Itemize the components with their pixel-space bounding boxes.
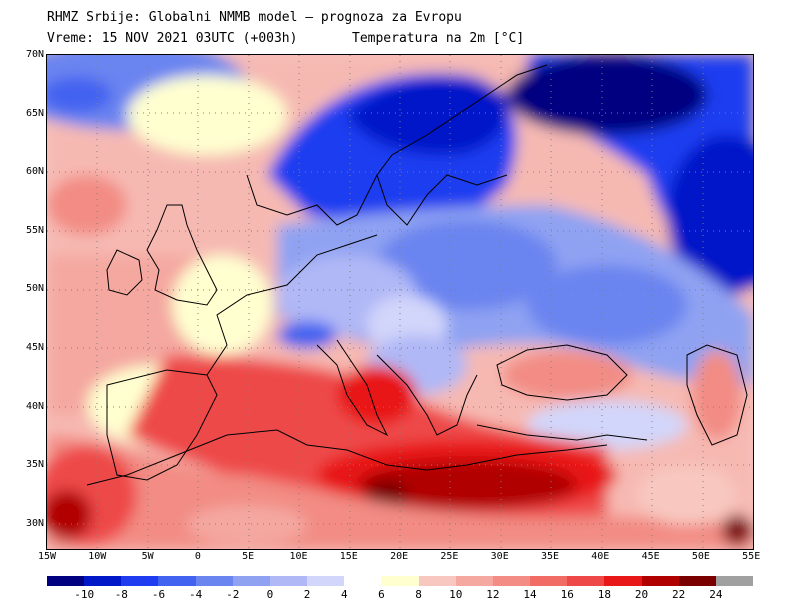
latitude-label: 50N xyxy=(25,283,44,295)
legend-label: -8 xyxy=(114,588,128,601)
legend-label: 18 xyxy=(597,588,611,601)
legend-swatch xyxy=(269,576,308,586)
longitude-label: 10W xyxy=(88,551,107,562)
legend-label: 14 xyxy=(523,588,537,601)
grid-lines xyxy=(47,55,753,549)
legend-label: 6 xyxy=(378,588,385,601)
variable-label: Temperatura na 2m [°C] xyxy=(352,31,525,46)
forecast-time: Vreme: 15 NOV 2021 03UTC (+003h) xyxy=(47,31,298,46)
legend-swatch xyxy=(158,576,197,586)
legend-swatch xyxy=(678,576,717,586)
legend-swatch xyxy=(604,576,643,586)
longitude-label: 15W xyxy=(37,551,57,562)
longitude-label: 45E xyxy=(641,551,660,562)
longitude-label: 35E xyxy=(540,551,560,562)
latitude-label: 45N xyxy=(25,342,44,353)
longitude-label: 5W xyxy=(141,551,154,562)
longitude-label: 20E xyxy=(390,551,409,562)
legend-swatch xyxy=(381,576,420,586)
legend-label: 22 xyxy=(672,588,686,601)
legend-swatch xyxy=(232,576,271,586)
coastlines xyxy=(86,64,748,486)
temperature-map xyxy=(46,54,754,550)
legend-swatch xyxy=(344,576,382,586)
longitude-label: 40E xyxy=(591,551,610,562)
legend-label: -6 xyxy=(151,588,166,601)
latitude-label: 40N xyxy=(25,400,44,412)
legend-label: 24 xyxy=(709,588,723,601)
longitude-label: 10E xyxy=(289,551,308,562)
legend-swatch xyxy=(418,576,457,586)
latitude-label: 55N xyxy=(25,224,44,236)
longitude-label: 50E xyxy=(691,551,710,562)
legend-label: 20 xyxy=(634,588,649,601)
latitude-label: 65N xyxy=(25,107,44,119)
legend-swatch xyxy=(307,576,345,586)
latitude-label: 35N xyxy=(25,459,44,471)
legend-swatch xyxy=(567,576,605,586)
legend-label: 2 xyxy=(303,588,311,601)
longitude-label: 0 xyxy=(194,551,201,562)
legend-label: 16 xyxy=(560,588,574,601)
legend-label: 12 xyxy=(486,588,500,601)
legend-swatch xyxy=(492,576,531,586)
legend-swatch xyxy=(121,576,159,586)
legend-swatch xyxy=(195,576,234,586)
longitude-label: 15E xyxy=(339,551,358,562)
legend-swatch xyxy=(47,576,85,586)
legend-label: -2 xyxy=(226,588,240,601)
latitude-label: 60N xyxy=(25,166,44,178)
longitude-label: 5E xyxy=(242,551,255,562)
legend-swatch xyxy=(530,576,568,586)
legend-label: 0 xyxy=(266,588,274,601)
legend-label: -4 xyxy=(189,588,203,601)
legend-swatch xyxy=(455,576,494,586)
temperature-field xyxy=(47,55,753,549)
latitude-label: 70N xyxy=(25,49,44,60)
legend-label: -10 xyxy=(74,588,95,601)
latitude-label: 30N xyxy=(25,517,44,529)
legend-swatch xyxy=(641,576,680,586)
color-legend xyxy=(47,576,754,586)
legend-label: 8 xyxy=(415,588,422,601)
longitude-label: 55E xyxy=(742,551,761,562)
legend-swatch xyxy=(84,576,122,586)
longitude-label: 25E xyxy=(440,551,459,562)
legend-swatch xyxy=(715,576,754,586)
legend-label: 4 xyxy=(340,588,348,601)
map-title: RHMZ Srbije: Globalni NMMB model — progn… xyxy=(47,10,462,25)
longitude-label: 30E xyxy=(490,551,509,562)
legend-label: 10 xyxy=(449,588,463,601)
